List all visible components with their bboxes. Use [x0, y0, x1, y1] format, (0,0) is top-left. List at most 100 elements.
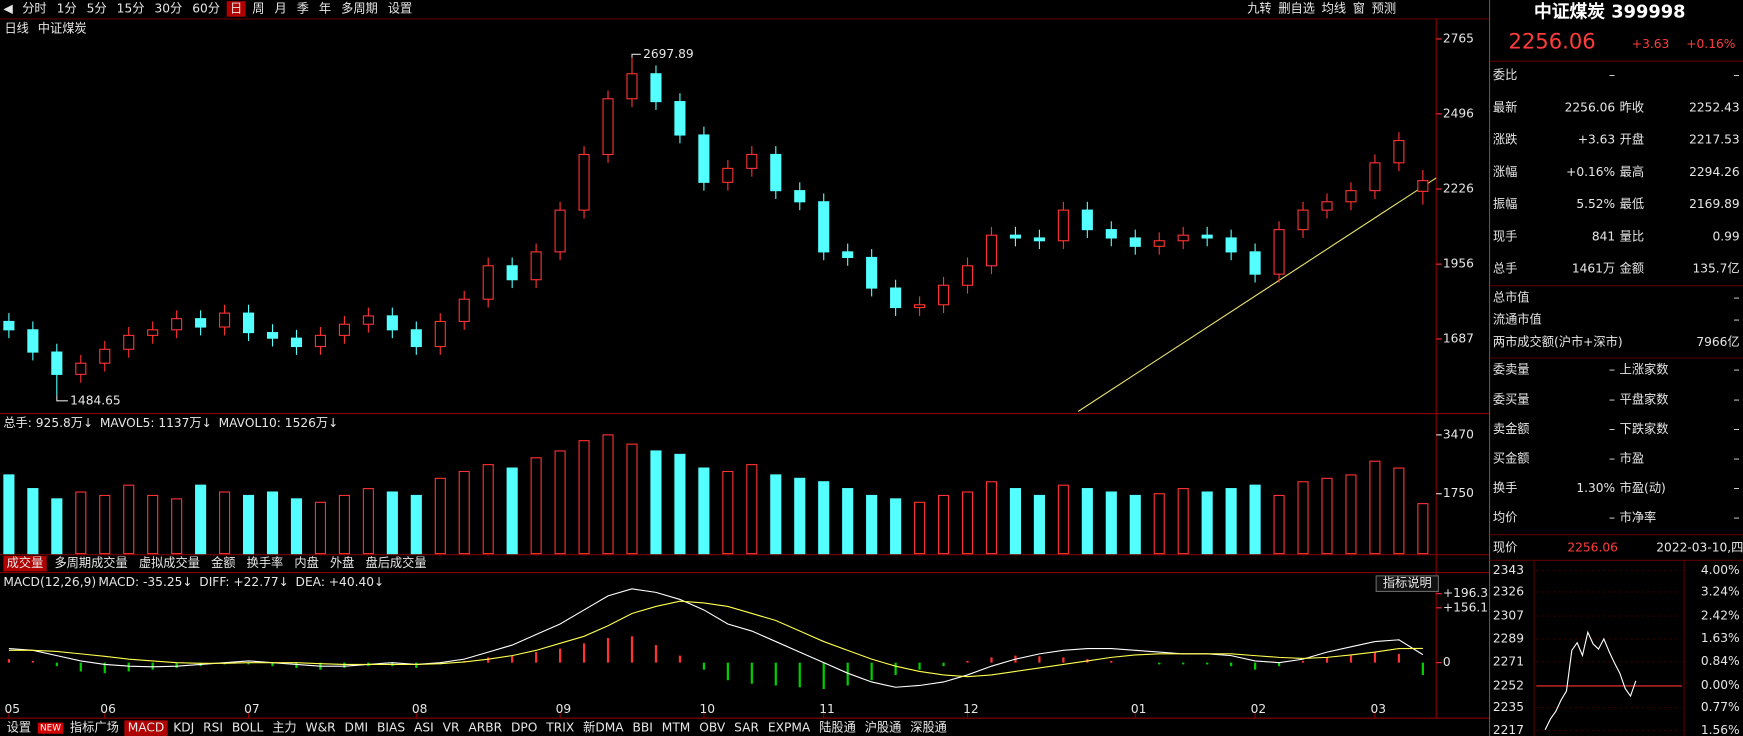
volume-bar	[482, 464, 494, 555]
candle-body	[1417, 180, 1429, 192]
indicator-tab[interactable]: 指标广场	[70, 720, 119, 735]
y-tick-label: 0	[1443, 655, 1451, 669]
quote-label: 振幅	[1493, 196, 1517, 211]
x-tick-label: 05	[4, 702, 20, 716]
indicator-tab[interactable]: 陆股通	[819, 720, 856, 735]
max-label: 2697.89	[643, 47, 694, 61]
toolbar-button[interactable]: 季	[297, 1, 309, 15]
quote-label: 量比	[1620, 229, 1644, 243]
indicator-tab[interactable]: EXPMA	[768, 721, 811, 735]
indicator-tab[interactable]: OBV	[699, 721, 726, 735]
volume-bar	[602, 434, 614, 555]
volume-tab[interactable]: 虚拟成交量	[139, 555, 200, 570]
volume-bar	[458, 470, 470, 555]
indicator-tab[interactable]: BOLL	[232, 721, 264, 735]
quote-label: 金额	[1620, 261, 1644, 276]
indicator-tab[interactable]: RSI	[203, 721, 223, 735]
volume-tab[interactable]: 金额	[211, 555, 235, 570]
toolbar-button[interactable]: 60分	[192, 1, 220, 15]
quote-label: 最高	[1620, 164, 1644, 179]
indicator-tab[interactable]: W&R	[306, 721, 337, 735]
y-tick-label: 2496	[1443, 106, 1474, 120]
candle-body	[794, 190, 806, 203]
toolbar-button[interactable]: 九转	[1247, 0, 1271, 15]
candle-body	[650, 73, 662, 103]
dea-line	[8, 600, 1423, 678]
indicator-tab[interactable]: 深股通	[910, 721, 947, 735]
indicator-tab[interactable]: VR	[443, 721, 460, 735]
candle-body	[602, 98, 614, 156]
toolbar-button[interactable]: 日	[230, 1, 242, 15]
indicator-tab[interactable]: KDJ	[173, 721, 194, 735]
indicator-tab[interactable]: TRIX	[545, 721, 574, 735]
indicator-tab[interactable]: DPO	[511, 721, 537, 735]
candle-body	[386, 315, 398, 331]
toolbar-button[interactable]: 5分	[87, 1, 107, 15]
toolbar-button[interactable]: 窗	[1353, 1, 1365, 15]
toolbar-button[interactable]: 15分	[117, 1, 145, 15]
volume-bar	[1153, 493, 1165, 555]
toolbar-button[interactable]: 年	[319, 1, 331, 15]
volume-tab[interactable]: 盘后成交量	[366, 555, 427, 570]
candle-body	[890, 287, 902, 309]
indicator-tab[interactable]: BBI	[633, 721, 653, 735]
candle-body	[1153, 240, 1165, 247]
candle-body	[3, 320, 15, 331]
indicator-tab[interactable]: ARBR	[468, 721, 502, 735]
order-value: –	[1734, 481, 1740, 495]
volume-tab[interactable]: 换手率	[247, 555, 284, 570]
candle-body	[1081, 209, 1093, 231]
candle-body	[554, 209, 566, 253]
order-value: –	[1734, 511, 1740, 525]
quote-label: 委比	[1493, 68, 1517, 82]
toolbar-button[interactable]: 分时	[22, 1, 46, 15]
volume-tab[interactable]: 内盘	[294, 555, 318, 570]
indicator-tab[interactable]: 沪股通	[865, 721, 902, 735]
candle-body	[266, 332, 279, 339]
toolbar-button[interactable]: 周	[252, 1, 264, 15]
indicator-tab[interactable]: BIAS	[377, 721, 405, 735]
back-icon[interactable]: ◀	[3, 1, 13, 15]
indicator-tab[interactable]: 设置	[7, 721, 31, 735]
volume-bar	[1177, 488, 1189, 555]
volume-tab[interactable]: 多周期成交量	[54, 555, 127, 570]
toolbar-button[interactable]: 设置	[388, 1, 412, 15]
toolbar-button[interactable]: 月	[274, 1, 286, 15]
quote-label: 总手	[1493, 262, 1517, 276]
indicator-tab[interactable]: NEW	[40, 724, 61, 734]
mini-y-label: 2289	[1493, 631, 1524, 645]
quote-value: 5.52%	[1576, 197, 1615, 211]
volume-bar	[290, 498, 303, 555]
candle-body	[1033, 237, 1045, 242]
candle-body	[961, 265, 974, 286]
indicator-button-frame	[1375, 575, 1439, 592]
toolbar-button[interactable]: 删自选	[1278, 1, 1315, 15]
volume-tab[interactable]: 成交量	[7, 555, 44, 570]
candle-body	[1129, 237, 1141, 247]
y-tick-label: 1687	[1443, 331, 1474, 345]
indicator-tab[interactable]: MACD	[128, 721, 165, 735]
indicator-tab[interactable]: SAR	[734, 721, 759, 735]
toolbar-button[interactable]: 预测	[1372, 1, 1396, 15]
indicator-tab[interactable]: 主力	[272, 721, 296, 735]
volume-bar	[219, 491, 231, 555]
indicator-tab[interactable]: DMI	[345, 721, 369, 735]
volume-bar	[171, 498, 183, 555]
toolbar-button[interactable]: 1分	[57, 1, 77, 15]
indicator-tab[interactable]: ASI	[414, 721, 434, 735]
candle-body	[219, 312, 231, 328]
candle-body	[1321, 201, 1333, 211]
volume-bar	[1033, 494, 1045, 555]
indicator-button[interactable]: 指标说明	[1383, 575, 1432, 590]
indicator-tab[interactable]: 新DMA	[583, 720, 624, 735]
toolbar-button[interactable]: 均线	[1322, 1, 1346, 15]
x-tick-label: 07	[244, 702, 260, 716]
toolbar-button[interactable]: 30分	[154, 1, 182, 15]
volume-tab[interactable]: 外盘	[330, 555, 354, 570]
candle-body	[27, 329, 39, 353]
toolbar-button[interactable]: 多周期	[341, 1, 378, 15]
indicator-tab[interactable]: MTM	[662, 721, 691, 735]
y-tick-label: +156.1	[1443, 600, 1488, 614]
mini-y-label: 2252	[1493, 678, 1524, 692]
market-value: 7966亿	[1696, 334, 1739, 349]
